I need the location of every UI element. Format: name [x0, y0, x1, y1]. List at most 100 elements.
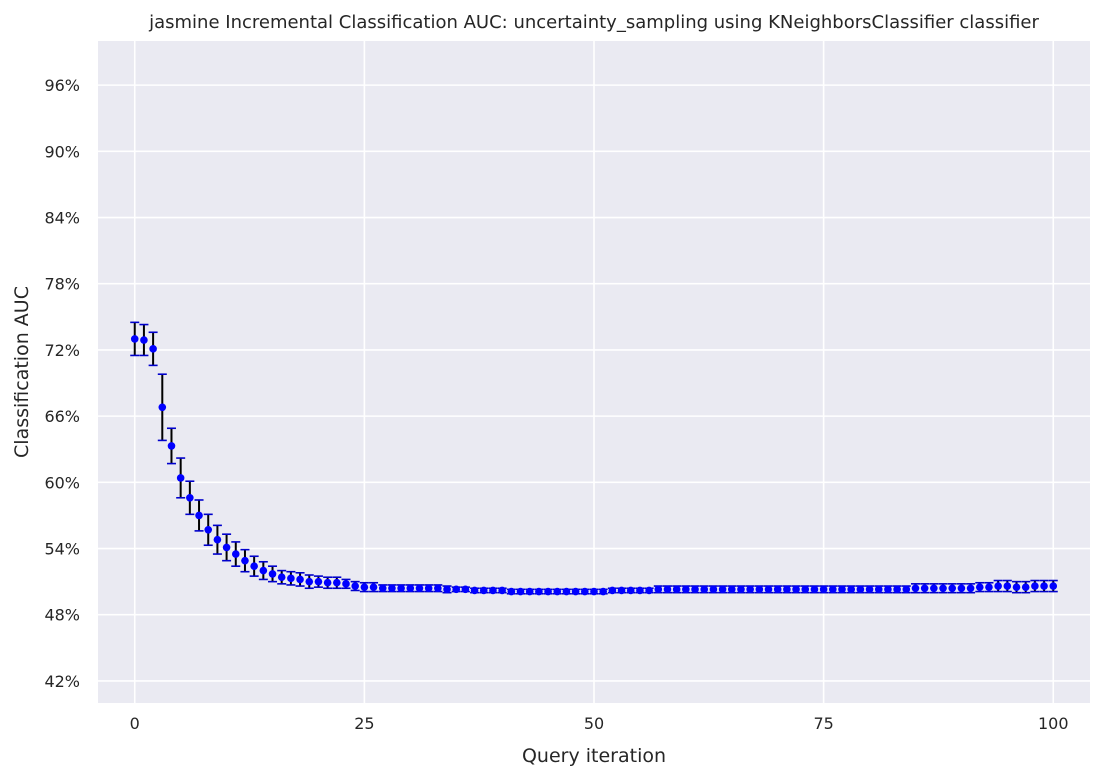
x-tick-label: 25 [354, 714, 374, 733]
y-tick-label: 90% [44, 142, 80, 161]
data-point [617, 586, 626, 595]
data-point [342, 580, 350, 588]
y-tick-label: 42% [44, 672, 80, 691]
data-point [893, 585, 901, 594]
data-point [709, 585, 718, 594]
data-point [176, 474, 185, 482]
data-point [911, 584, 920, 593]
data-point [424, 584, 433, 593]
data-point [231, 550, 240, 558]
data-point [241, 556, 249, 565]
data-point [498, 586, 506, 595]
y-axis-ticks: 42% 48% 54% 60% 66% 72% 78% 84% 90% 96% [44, 76, 80, 691]
data-point [948, 584, 957, 593]
data-point [397, 584, 405, 593]
data-point [930, 584, 938, 593]
data-point [975, 583, 984, 591]
data-point [746, 585, 754, 594]
data-point [443, 585, 451, 594]
data-point [388, 584, 396, 593]
data-point [516, 587, 525, 596]
data-point [470, 586, 479, 595]
data-point [277, 573, 286, 582]
data-point [287, 574, 295, 583]
y-tick-label: 54% [44, 540, 80, 559]
data-point [856, 585, 865, 594]
chart-title: jasmine Incremental Classification AUC: … [148, 12, 1039, 33]
y-axis-label: Classification AUC [11, 286, 33, 458]
data-point [535, 587, 543, 596]
x-axis-ticks: 0 25 50 75 100 [130, 714, 1069, 733]
data-point [626, 586, 635, 595]
data-point [773, 585, 782, 594]
data-point [323, 578, 332, 587]
data-point [562, 587, 571, 596]
data-point [268, 570, 277, 578]
data-point [663, 585, 672, 594]
data-point [369, 583, 378, 591]
x-tick-label: 0 [130, 714, 140, 733]
x-tick-label: 100 [1038, 714, 1069, 733]
data-point [222, 543, 231, 552]
data-point [158, 403, 167, 412]
data-point [461, 585, 470, 594]
data-point [994, 582, 1002, 590]
data-point [525, 587, 534, 596]
data-point [406, 584, 415, 593]
data-point [599, 587, 607, 596]
data-point [874, 585, 883, 594]
data-point [810, 585, 819, 594]
data-point [636, 586, 644, 595]
data-point [479, 586, 488, 595]
data-point [838, 585, 846, 594]
data-point [296, 575, 304, 584]
data-point [884, 585, 892, 594]
data-point [167, 442, 176, 450]
data-point [764, 585, 773, 594]
data-point [130, 335, 139, 343]
data-point [250, 562, 258, 570]
data-point [865, 585, 874, 594]
data-point [140, 336, 148, 344]
data-point [682, 585, 690, 594]
data-point [902, 585, 911, 594]
data-point [1049, 582, 1058, 590]
data-point [672, 585, 681, 594]
data-point [737, 585, 745, 594]
x-tick-label: 75 [813, 714, 833, 733]
data-point [1003, 582, 1012, 590]
data-point [259, 566, 268, 575]
data-point [452, 585, 461, 594]
data-point [571, 587, 580, 596]
y-tick-label: 72% [44, 341, 80, 360]
grid [98, 41, 1090, 703]
data-point [314, 577, 323, 586]
data-point [755, 585, 764, 594]
data-point [920, 584, 929, 593]
data-point [360, 583, 369, 591]
x-tick-label: 50 [584, 714, 604, 733]
data-point [415, 584, 424, 593]
data-point [847, 585, 855, 594]
y-tick-label: 96% [44, 76, 80, 95]
data-point [204, 525, 213, 534]
data-point [305, 577, 314, 586]
data-point [829, 585, 837, 594]
y-tick-label: 48% [44, 606, 80, 625]
data-point [489, 586, 497, 595]
data-points [130, 335, 1058, 596]
data-point [581, 587, 589, 596]
data-point [434, 584, 442, 593]
y-tick-label: 84% [44, 209, 80, 228]
data-point [213, 535, 222, 544]
data-point [186, 493, 194, 502]
data-point [1021, 583, 1030, 591]
data-point [691, 585, 699, 594]
data-point [966, 584, 975, 593]
data-point [819, 585, 828, 594]
y-tick-label: 66% [44, 407, 80, 426]
data-point [645, 586, 653, 595]
data-point [149, 345, 157, 353]
data-point [351, 582, 359, 590]
